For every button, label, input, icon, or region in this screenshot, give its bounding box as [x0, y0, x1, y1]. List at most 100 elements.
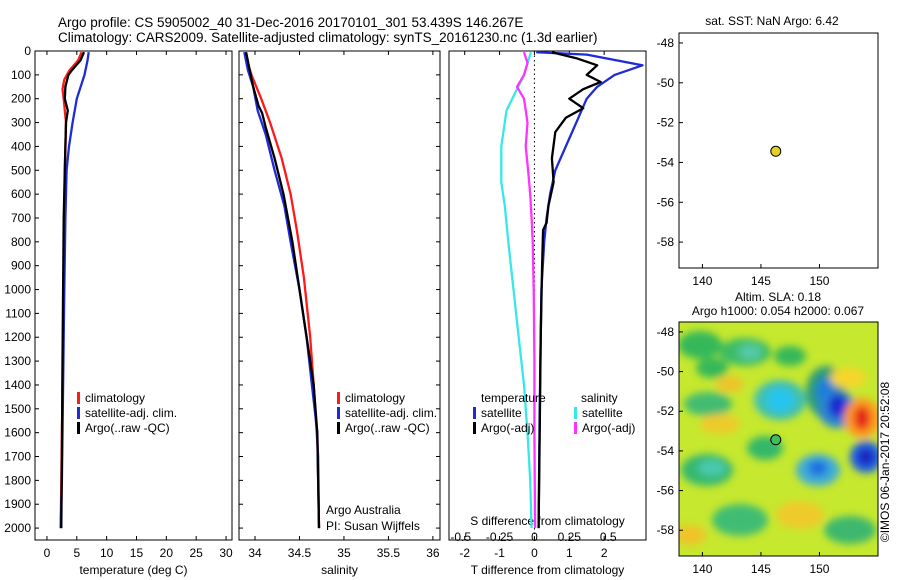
sla-anomaly-blob [684, 392, 732, 416]
depth-tick-label: 600 [11, 187, 31, 201]
salinity-legend-swatch [337, 422, 340, 434]
temperature-xtick-label: 10 [100, 546, 114, 560]
depth-tick-label: 1700 [4, 450, 31, 464]
sla-map-title-line2: Argo h1000: 0.054 h2000: 0.067 [692, 304, 864, 318]
sla-anomaly-blob [696, 358, 728, 378]
depth-tick-label: 1100 [5, 306, 31, 320]
difference-legend-salinity-header: salinity [581, 391, 618, 405]
salinity-xtick-label: 34.5 [288, 546, 312, 560]
difference-temperature-legend-label: satellite [481, 406, 522, 420]
sla-anomaly-blob [858, 449, 874, 465]
depth-tick-label: 900 [11, 259, 31, 273]
depth-tick-label: 1800 [4, 473, 31, 487]
temperature-legend-label: satellite-adj. clim. [85, 406, 177, 420]
difference-salinity-legend-label: satellite [582, 406, 623, 420]
depth-tick-label: 1300 [4, 354, 31, 368]
sla-anomaly-blob [830, 368, 866, 388]
difference-salinity-legend-swatch [574, 407, 577, 419]
sla-anomaly-blob [828, 394, 848, 418]
argo-position-marker [770, 145, 782, 157]
depth-tick-label: 1900 [4, 497, 31, 511]
sla-anomaly-blob [698, 460, 726, 476]
sla-map-xtick-label: 145 [751, 562, 771, 576]
depth-tick-label: 200 [11, 92, 31, 106]
salinity-difference-tick-label: -0.25 [486, 530, 514, 544]
sst-map-xtick-label: 145 [751, 274, 771, 288]
salinity-series-2 [244, 51, 321, 529]
temperature-legend-label: Argo(..raw -QC) [85, 421, 170, 435]
depth-tick-label: 100 [11, 68, 31, 82]
sst-map-ytick-label: -52 [657, 116, 675, 130]
sst-map-title: sat. SST: NaN Argo: 6.42 [705, 14, 839, 28]
sla-anomaly-blob [738, 344, 762, 360]
salinity-difference-tick-label: -0.5 [450, 530, 471, 544]
depth-tick-label: 300 [11, 116, 31, 130]
difference-legend-temperature-header: temperature [481, 391, 546, 405]
depth-tick-label: 800 [11, 235, 31, 249]
temperature-xlabel: temperature (deg C) [79, 563, 187, 577]
salinity-xlabel: salinity [321, 563, 358, 577]
sst-map-ytick-label: -58 [657, 235, 675, 249]
salinity-xtick-label: 34 [248, 546, 262, 560]
difference-xtick-label: -2 [459, 546, 470, 560]
sla-anomaly-blob [679, 525, 706, 545]
salinity-difference-tick-label: 0 [531, 530, 538, 544]
temperature-legend-label: climatology [85, 391, 145, 405]
salinity-plot-frame [238, 50, 441, 541]
depth-tick-label: 0 [24, 44, 31, 58]
temperature-legend-swatch [77, 422, 80, 434]
difference-temperature-legend-label: Argo(-adj) [481, 421, 534, 435]
temperature-legend-swatch [77, 392, 80, 404]
temperature-xtick-label: 15 [130, 546, 144, 560]
sla-map-ytick-label: -56 [657, 484, 675, 498]
sst-map-ytick-label: -54 [657, 155, 675, 169]
salinity-xtick-label: 35 [337, 546, 351, 560]
sla-anomaly-blob [766, 388, 794, 412]
salinity-difference-xlabel: S difference from climatology [470, 514, 625, 528]
difference-temperature-legend-swatch [473, 407, 476, 419]
sla-map-ytick-label: -52 [657, 404, 675, 418]
temperature-xtick-label: 20 [160, 546, 174, 560]
sla-map-xtick-label: 140 [692, 562, 712, 576]
salinity-legend-label: satellite-adj. clim. [345, 406, 437, 420]
difference-plot-frame [448, 50, 647, 541]
temperature-legend-swatch [77, 407, 80, 419]
sla-anomaly-blob [679, 331, 722, 359]
difference-xlabel: T difference from climatology [471, 563, 625, 577]
sla-anomaly-blob [808, 460, 828, 476]
sla-anomaly-blob [854, 406, 870, 430]
difference-series-3 [515, 51, 537, 529]
sst-map-xtick-label: 150 [809, 274, 829, 288]
salinity-xtick-label: 36 [426, 546, 440, 560]
argo-position-marker-sla [770, 434, 782, 446]
depth-tick-label: 1500 [4, 402, 31, 416]
difference-xtick-label: 2 [601, 546, 608, 560]
sla-anomaly-blob [716, 376, 744, 392]
chart-title-line2: Climatology: CARS2009. Satellite-adjuste… [58, 30, 598, 45]
temperature-xtick-label: 30 [219, 546, 233, 560]
data-source-annotation: Argo Australia [326, 503, 401, 517]
sla-anomaly-blob [776, 501, 824, 529]
sla-anomaly-blob [700, 414, 740, 434]
principal-investigator-annotation: PI: Susan Wijffels [326, 519, 420, 533]
salinity-series-0 [243, 51, 321, 529]
depth-tick-label: 1400 [4, 378, 31, 392]
difference-salinity-legend-label: Argo(-adj) [582, 421, 635, 435]
chart-title-line1: Argo profile: CS 5905002_40 31-Dec-2016 … [58, 15, 524, 30]
difference-salinity-legend-swatch [574, 422, 577, 434]
difference-series-2 [500, 51, 533, 529]
sla-map-ytick-label: -50 [657, 365, 675, 379]
temperature-xtick-label: 5 [73, 546, 80, 560]
difference-xtick-label: -1 [494, 546, 505, 560]
salinity-legend-label: Argo(..raw -QC) [345, 421, 430, 435]
sla-map-frame [678, 321, 879, 557]
salinity-legend-swatch [337, 392, 340, 404]
sla-map-ytick-label: -58 [657, 523, 675, 537]
sla-map-xtick-label: 150 [809, 562, 829, 576]
sla-anomaly-blob [824, 516, 876, 544]
temperature-series-2 [60, 51, 86, 529]
sla-map-ytick-label: -48 [657, 325, 675, 339]
sla-map-title-line1: Altim. SLA: 0.18 [735, 290, 821, 304]
temperature-xtick-label: 25 [190, 546, 204, 560]
depth-tick-label: 1000 [4, 283, 31, 297]
